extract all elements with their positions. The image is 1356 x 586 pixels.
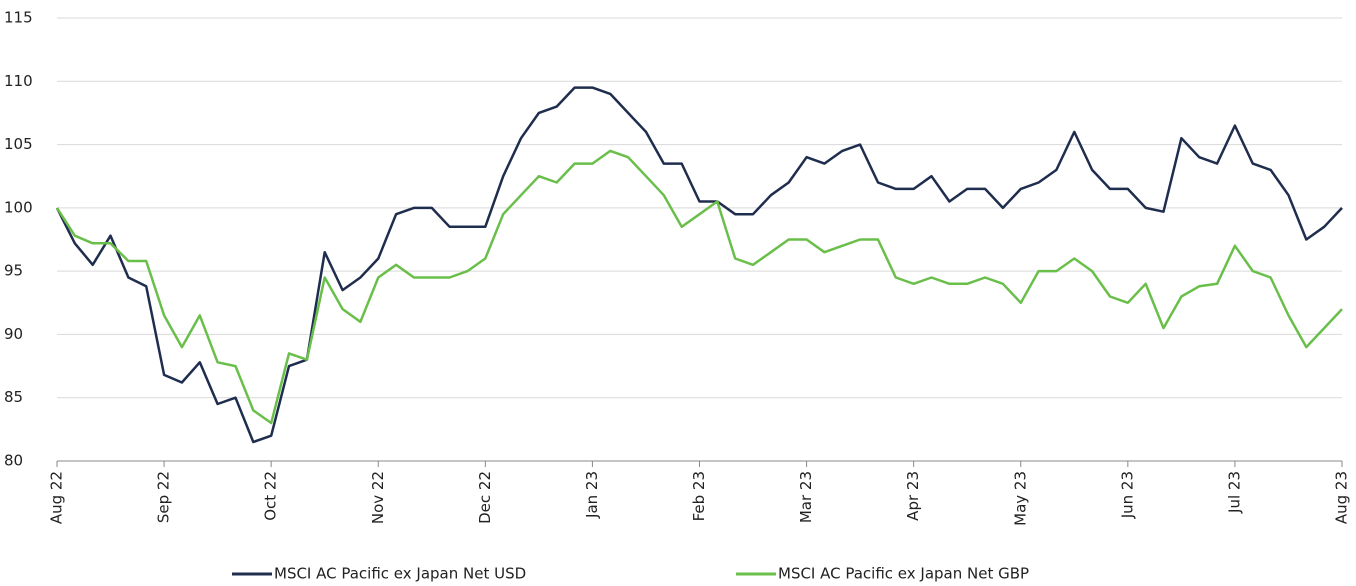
x-tick-label: Aug 22: [48, 471, 66, 524]
x-tick-label: Nov 22: [369, 471, 387, 524]
x-tick-label: Feb 23: [690, 471, 708, 521]
y-tick-label: 100: [4, 198, 33, 216]
legend-label: MSCI AC Pacific ex Japan Net USD: [274, 565, 526, 583]
y-tick-label: 90: [4, 325, 23, 343]
x-tick-label: Aug 23: [1333, 471, 1351, 524]
series-line: [55, 86, 1343, 444]
y-tick-label: 80: [4, 452, 23, 470]
x-tick-label: Mar 23: [797, 471, 815, 523]
series-line: [55, 149, 1343, 425]
x-tick-label: Jul 23: [1225, 471, 1243, 514]
y-tick-label: 115: [4, 9, 33, 27]
x-tick-label: Jun 23: [1118, 471, 1136, 519]
legend-label: MSCI AC Pacific ex Japan Net GBP: [778, 565, 1029, 583]
y-tick-label: 110: [4, 72, 33, 90]
y-tick-label: 105: [4, 135, 33, 153]
y-tick-label: 95: [4, 262, 23, 280]
y-tick-label: 85: [4, 388, 23, 406]
x-tick-label: Oct 22: [262, 471, 280, 521]
x-tick-label: Sep 22: [155, 471, 173, 523]
x-tick-label: May 23: [1011, 471, 1029, 526]
x-tick-label: Jan 23: [583, 471, 601, 519]
x-tick-label: Apr 23: [904, 471, 922, 521]
x-tick-label: Dec 22: [476, 471, 494, 524]
